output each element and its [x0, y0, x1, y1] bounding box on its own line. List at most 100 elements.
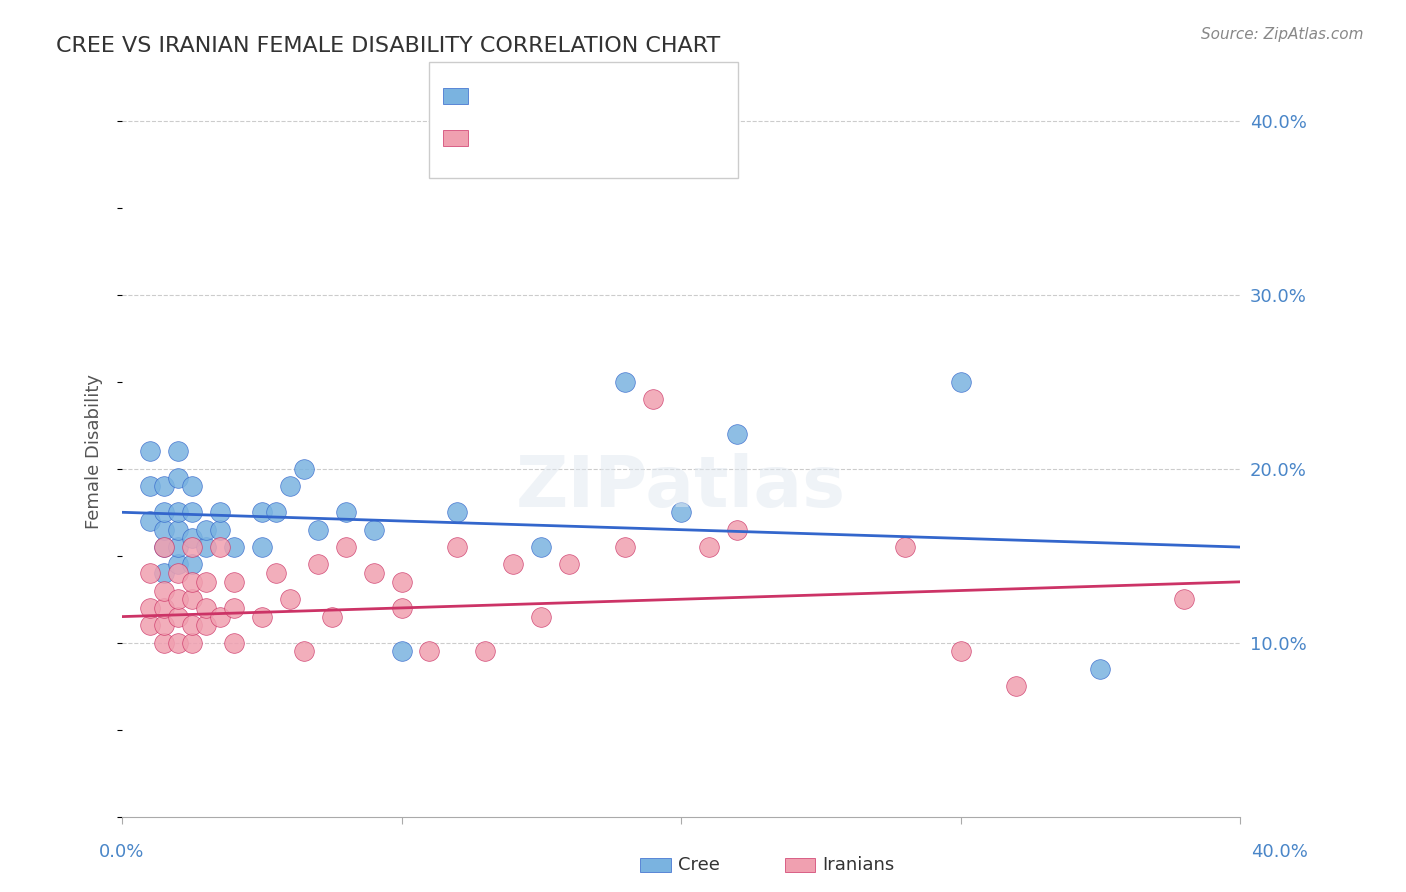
- Text: N =: N =: [581, 87, 620, 105]
- Text: N =: N =: [581, 129, 620, 147]
- Point: [208, 523, 231, 537]
- Point: [153, 540, 176, 554]
- Text: R =: R =: [479, 87, 519, 105]
- Point: [139, 566, 162, 581]
- Point: [167, 592, 190, 607]
- Point: [292, 462, 315, 476]
- Point: [643, 392, 665, 407]
- Point: [167, 558, 190, 572]
- Text: 0.0%: 0.0%: [98, 843, 143, 861]
- Point: [181, 540, 204, 554]
- Point: [1173, 592, 1195, 607]
- Point: [153, 566, 176, 581]
- Point: [167, 470, 190, 484]
- Point: [250, 609, 273, 624]
- Point: [949, 644, 972, 658]
- Point: [949, 375, 972, 389]
- Point: [725, 523, 748, 537]
- Point: [139, 618, 162, 632]
- Y-axis label: Female Disability: Female Disability: [86, 374, 103, 529]
- Point: [391, 601, 413, 615]
- Point: [181, 532, 204, 546]
- Point: [167, 540, 190, 554]
- Point: [893, 540, 915, 554]
- Point: [194, 523, 217, 537]
- Point: [153, 479, 176, 493]
- Point: [139, 444, 162, 458]
- Point: [669, 505, 692, 519]
- Text: CREE VS IRANIAN FEMALE DISABILITY CORRELATION CHART: CREE VS IRANIAN FEMALE DISABILITY CORREL…: [56, 36, 720, 55]
- Text: 39: 39: [612, 87, 634, 105]
- Point: [558, 558, 581, 572]
- Point: [222, 635, 245, 649]
- Point: [264, 505, 287, 519]
- Text: 40.0%: 40.0%: [1251, 843, 1308, 861]
- Point: [167, 566, 190, 581]
- Point: [181, 558, 204, 572]
- Point: [139, 479, 162, 493]
- Point: [208, 540, 231, 554]
- Point: [418, 644, 440, 658]
- Point: [153, 618, 176, 632]
- Point: [250, 505, 273, 519]
- Point: [181, 592, 204, 607]
- Point: [391, 574, 413, 589]
- Point: [391, 644, 413, 658]
- Point: [194, 574, 217, 589]
- Text: Source: ZipAtlas.com: Source: ZipAtlas.com: [1201, 27, 1364, 42]
- Point: [264, 566, 287, 581]
- Point: [250, 540, 273, 554]
- Point: [208, 609, 231, 624]
- Point: [181, 635, 204, 649]
- Point: [194, 618, 217, 632]
- Text: Cree: Cree: [678, 856, 720, 874]
- Point: [307, 558, 329, 572]
- Point: [725, 427, 748, 442]
- Point: [153, 601, 176, 615]
- Point: [321, 609, 343, 624]
- Text: -0.056: -0.056: [510, 87, 568, 105]
- Point: [167, 523, 190, 537]
- Point: [222, 540, 245, 554]
- Point: [530, 609, 553, 624]
- Point: [614, 375, 637, 389]
- Point: [167, 505, 190, 519]
- Point: [181, 479, 204, 493]
- Point: [167, 635, 190, 649]
- Point: [194, 540, 217, 554]
- Text: ZIPatlas: ZIPatlas: [516, 453, 846, 523]
- Text: R =: R =: [479, 129, 524, 147]
- Text: 49: 49: [612, 129, 634, 147]
- Point: [222, 574, 245, 589]
- Point: [208, 505, 231, 519]
- Point: [1090, 662, 1112, 676]
- Point: [181, 574, 204, 589]
- Point: [697, 540, 720, 554]
- Point: [502, 558, 524, 572]
- Point: [530, 540, 553, 554]
- Point: [153, 505, 176, 519]
- Point: [446, 505, 468, 519]
- Point: [278, 592, 301, 607]
- Point: [181, 505, 204, 519]
- Point: [167, 609, 190, 624]
- Point: [307, 523, 329, 537]
- Point: [167, 444, 190, 458]
- Point: [614, 540, 637, 554]
- Point: [153, 523, 176, 537]
- Point: [153, 635, 176, 649]
- Point: [194, 601, 217, 615]
- Point: [446, 540, 468, 554]
- Point: [363, 523, 385, 537]
- Point: [222, 601, 245, 615]
- Point: [139, 601, 162, 615]
- Point: [153, 583, 176, 598]
- Point: [278, 479, 301, 493]
- Point: [292, 644, 315, 658]
- Point: [335, 540, 357, 554]
- Point: [474, 644, 496, 658]
- Point: [363, 566, 385, 581]
- Point: [335, 505, 357, 519]
- Point: [1005, 679, 1028, 693]
- Point: [139, 514, 162, 528]
